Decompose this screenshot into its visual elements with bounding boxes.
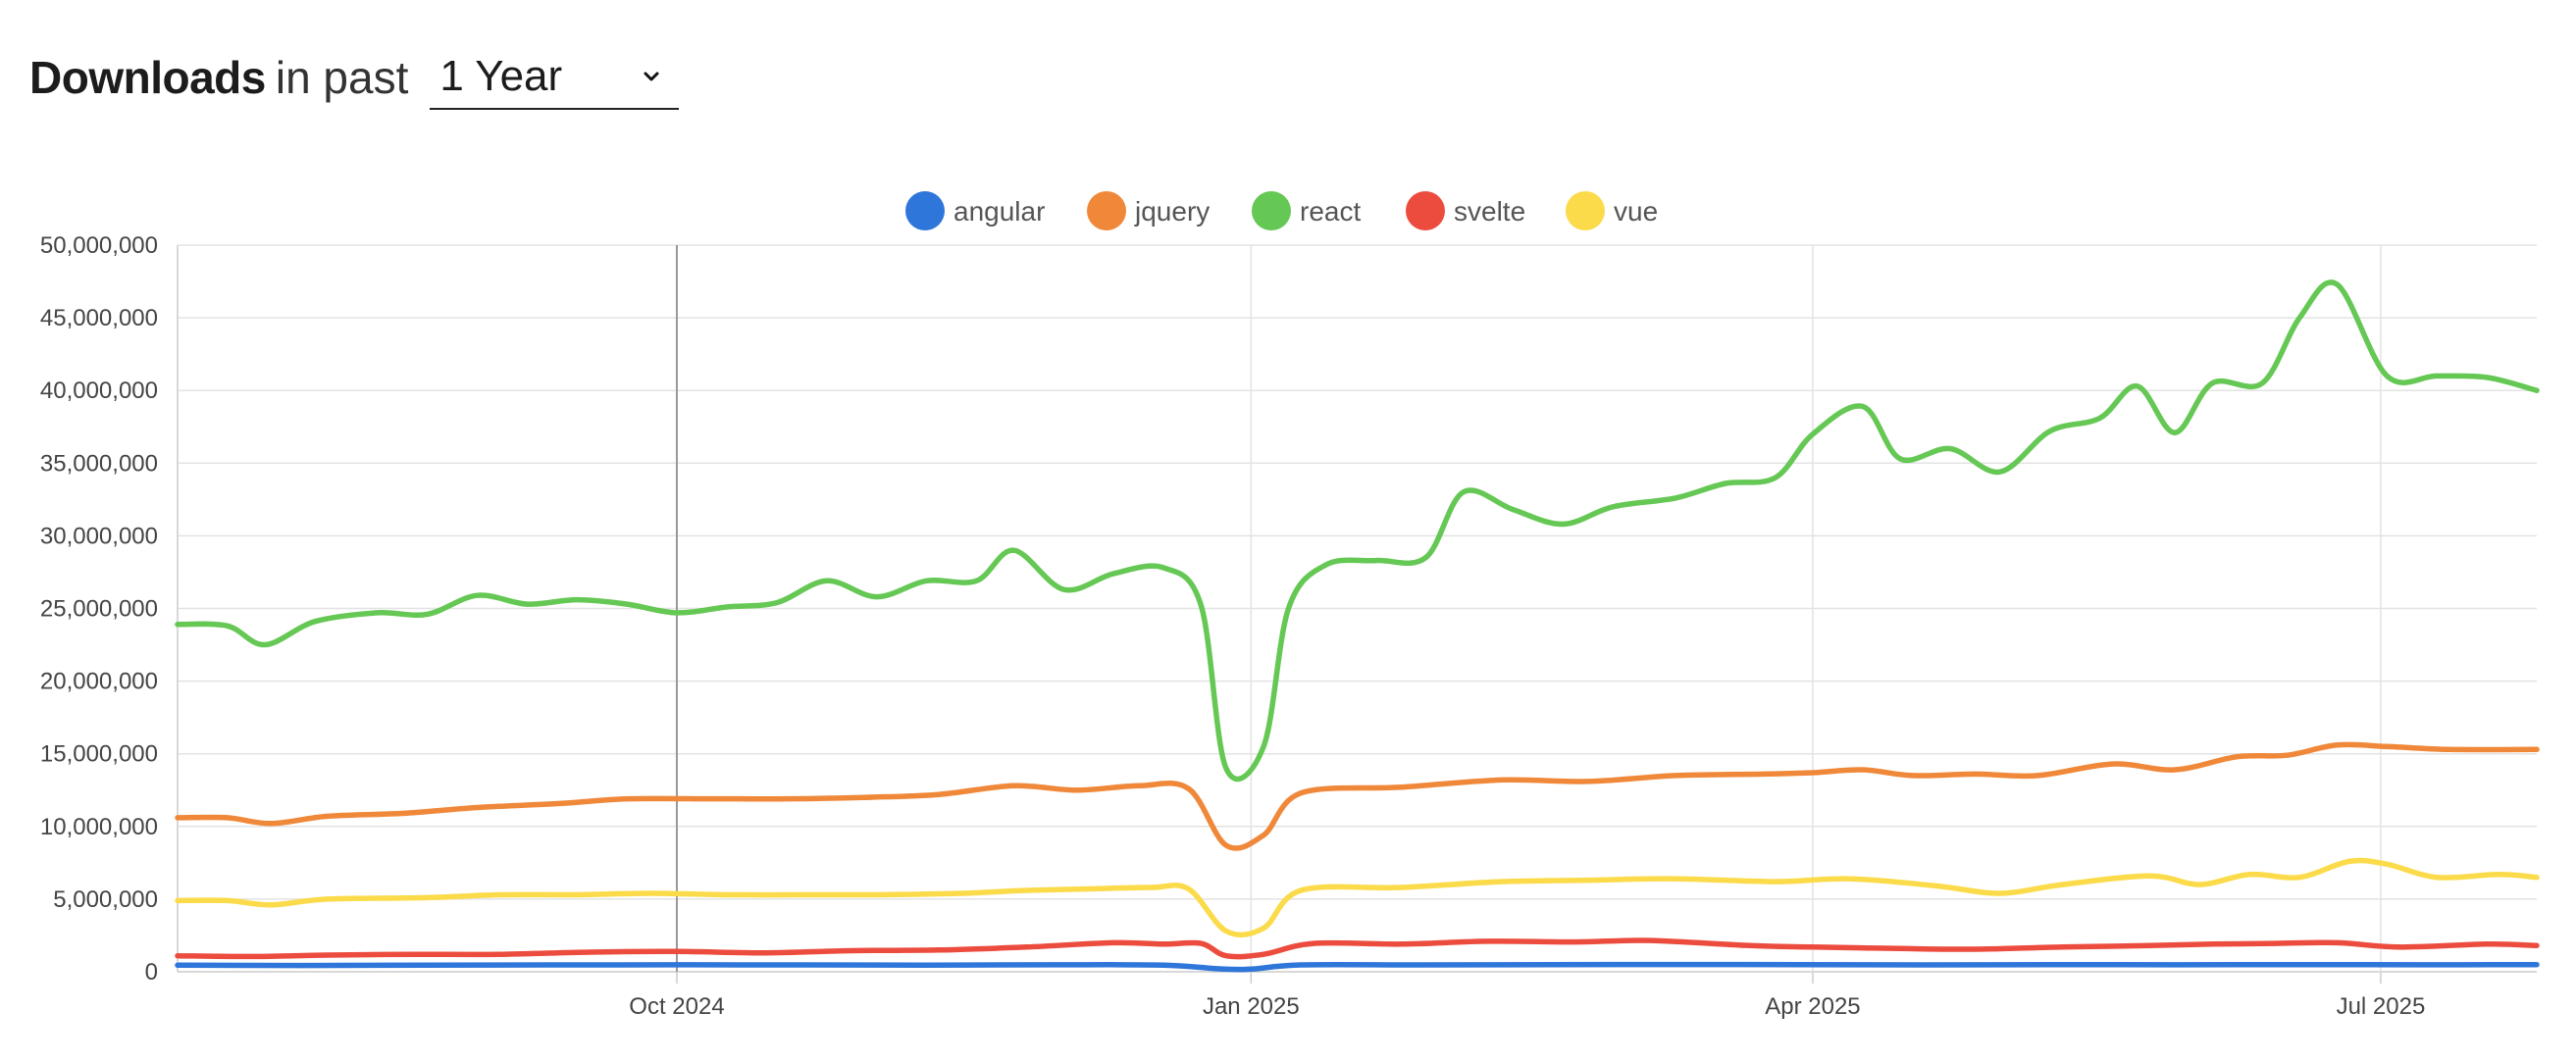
y-tick-label: 35,000,000	[40, 450, 158, 477]
y-tick-label: 0	[145, 959, 158, 985]
legend-item-vue[interactable]: vue	[1566, 191, 1658, 230]
legend-item-angular[interactable]: angular	[905, 191, 1045, 230]
y-axis-ticks: 0 5,000,000 10,000,000 15,000,000 20,000,000…	[40, 232, 158, 985]
legend-swatch-svelte	[1406, 191, 1445, 230]
legend-label-react: react	[1300, 196, 1361, 227]
y-tick-label: 15,000,000	[40, 741, 158, 768]
series-line-svelte[interactable]	[175, 937, 2540, 960]
series-line-vue[interactable]	[175, 857, 2540, 938]
legend: angular jquery react svelte vue	[905, 191, 1658, 230]
series-line-angular[interactable]	[175, 961, 2540, 973]
x-tick-label: Jul 2025	[2337, 993, 2426, 1020]
series-layer	[175, 279, 2540, 973]
chart-header: Downloads in past 1 Year	[29, 43, 680, 112]
legend-swatch-vue	[1566, 191, 1605, 230]
x-tick-label: Oct 2024	[629, 993, 724, 1020]
x-tick-label: Jan 2025	[1203, 993, 1300, 1020]
y-tick-label: 20,000,000	[40, 669, 158, 695]
y-tick-label: 45,000,000	[40, 305, 158, 331]
series-line-jquery[interactable]	[175, 741, 2540, 851]
grid-layer	[177, 244, 2537, 984]
legend-label-angular: angular	[953, 196, 1045, 227]
x-tick-label: Apr 2025	[1765, 993, 1860, 1020]
legend-swatch-react	[1252, 191, 1291, 230]
series-line-react[interactable]	[175, 279, 2540, 783]
x-axis-ticks: Oct 2024 Jan 2025 Apr 2025 Jul 2025	[629, 993, 2425, 1020]
period-select[interactable]: 1 Year	[430, 45, 680, 110]
legend-item-jquery[interactable]: jquery	[1087, 191, 1210, 230]
legend-label-vue: vue	[1614, 196, 1658, 227]
period-select-value: 1 Year	[439, 52, 563, 100]
y-tick-label: 5,000,000	[53, 886, 158, 913]
header-title-in-past: in past	[275, 52, 409, 103]
legend-swatch-angular	[905, 191, 945, 230]
legend-item-svelte[interactable]: svelte	[1406, 191, 1525, 230]
legend-item-react[interactable]: react	[1252, 191, 1361, 230]
header-title-downloads: Downloads	[29, 52, 266, 103]
y-tick-label: 40,000,000	[40, 378, 158, 404]
y-tick-label: 30,000,000	[40, 523, 158, 549]
legend-label-svelte: svelte	[1454, 196, 1525, 227]
legend-label-jquery: jquery	[1134, 196, 1210, 227]
y-tick-label: 25,000,000	[40, 596, 158, 623]
legend-swatch-jquery	[1087, 191, 1126, 230]
y-tick-label: 10,000,000	[40, 814, 158, 840]
y-tick-label: 50,000,000	[40, 232, 158, 259]
chevron-down-icon	[644, 72, 659, 81]
